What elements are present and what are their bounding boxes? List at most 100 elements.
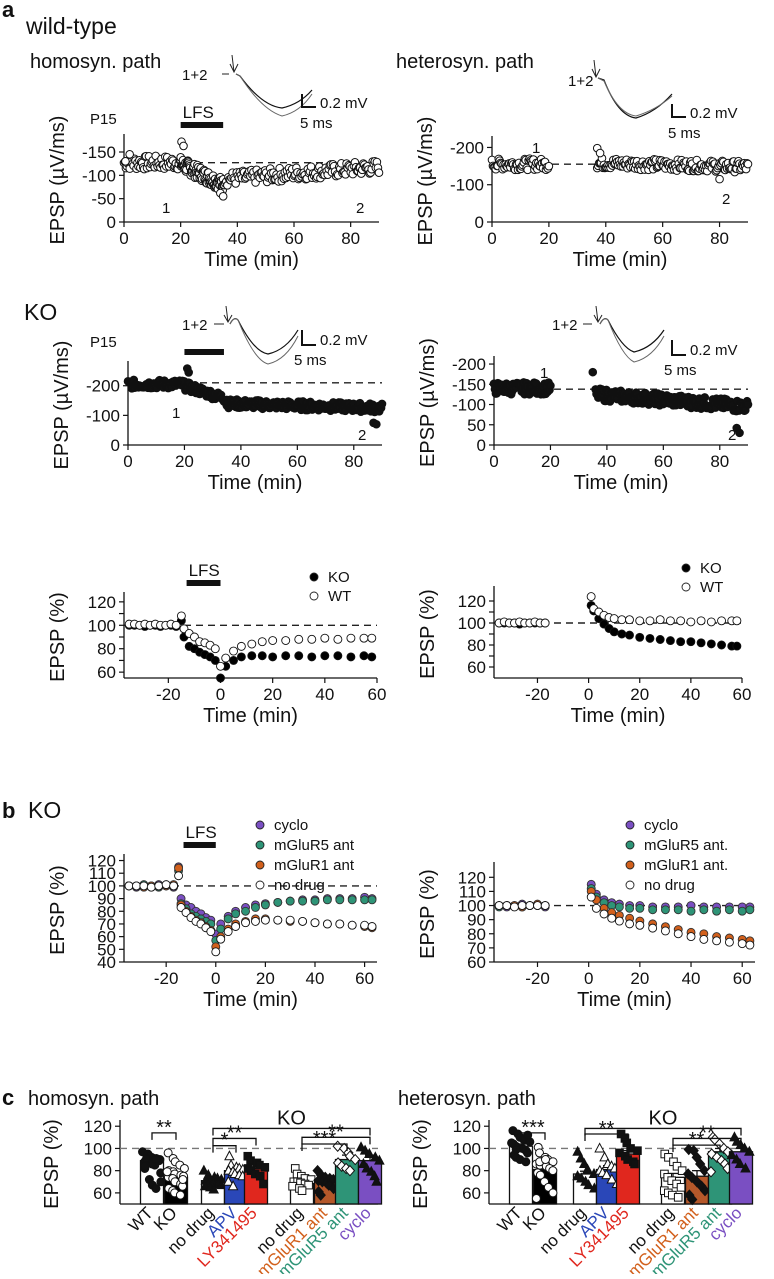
x-tick-label: -20 <box>525 969 550 988</box>
x-tick-label: 40 <box>315 685 334 704</box>
y-tick-label: 120 <box>458 868 486 887</box>
data-point <box>322 895 332 905</box>
y-tick-label: 100 <box>458 897 486 916</box>
data-point <box>687 1193 698 1206</box>
x-tick-label: 40 <box>306 969 325 988</box>
data-point <box>712 936 722 946</box>
data-point <box>673 929 683 939</box>
data-point <box>139 881 149 891</box>
data-point <box>231 922 241 931</box>
x-tick-label: 20 <box>630 969 649 988</box>
data-point <box>599 1151 610 1162</box>
data-point <box>586 592 596 602</box>
data-point <box>211 947 221 957</box>
data-point <box>171 620 181 630</box>
y-tick-label: -100 <box>450 176 484 195</box>
data-point <box>364 1147 375 1158</box>
data-point <box>502 901 512 910</box>
data-point <box>320 651 330 661</box>
age-label-wt: P15 <box>90 111 117 128</box>
y-tick-label: -100 <box>452 396 486 415</box>
significance-label: *** <box>313 1128 337 1150</box>
significance-label: ** <box>699 1122 715 1144</box>
y-axis-label: EPSP (%) <box>47 865 69 955</box>
data-point <box>247 651 257 661</box>
x-tick-label: 40 <box>228 229 247 248</box>
time-marker: 2 <box>358 427 366 444</box>
y-tick-label: -100 <box>82 166 116 185</box>
data-point <box>595 148 605 158</box>
panel-b-heading: KO <box>28 797 61 823</box>
time-marker: 1 <box>162 200 170 217</box>
data-point <box>124 881 134 891</box>
data-point <box>541 1155 551 1165</box>
legend-marker <box>625 880 635 890</box>
data-point <box>178 1175 188 1185</box>
data-point <box>614 916 624 926</box>
data-point <box>724 905 734 915</box>
chart-ko-homo-raw: 0 -100 -200 0 20 40 60 80 Time (min) EPSP (µV/ms)… <box>51 341 387 494</box>
data-point <box>350 1153 361 1166</box>
data-point <box>665 636 675 646</box>
data-point <box>285 915 295 925</box>
data-point <box>606 1173 618 1184</box>
data-point <box>676 637 686 647</box>
data-point <box>578 1157 590 1168</box>
y-tick-label: 60 <box>93 1184 112 1203</box>
y-tick-label: -100 <box>86 406 120 425</box>
significance-bracket <box>212 1127 371 1136</box>
data-point <box>251 903 260 912</box>
data-point <box>700 393 710 402</box>
data-point <box>333 651 343 661</box>
x-tick-label: 60 <box>288 452 307 471</box>
x-tick-label: 40 <box>231 452 250 471</box>
x-tick-label: 80 <box>710 452 729 471</box>
x-axis-label: Time (min) <box>574 472 669 494</box>
legend-label: no drug <box>274 877 325 894</box>
panel-c-label: c <box>2 1085 14 1110</box>
significance-bracket <box>301 1136 371 1145</box>
data-point <box>734 1157 746 1168</box>
x-tick-label: 60 <box>355 969 374 988</box>
legend-label: cyclo <box>644 817 678 834</box>
time-marker: 1 <box>540 365 548 382</box>
scale-bar <box>301 330 316 346</box>
data-point <box>594 1142 605 1153</box>
scale-mv: 0.2 mV <box>690 342 738 359</box>
y-tick-label: 80 <box>467 636 486 655</box>
homosyn-title: homosyn. path <box>30 51 161 73</box>
y-tick-label: -200 <box>86 377 120 396</box>
x-tick-label: 40 <box>596 229 615 248</box>
data-point <box>548 1188 558 1198</box>
data-point <box>699 934 709 944</box>
data-point <box>732 616 742 626</box>
lfs-bar <box>186 580 221 586</box>
legend-marker <box>309 591 319 601</box>
data-point <box>360 920 370 930</box>
data-point <box>724 937 734 947</box>
data-point <box>732 641 742 651</box>
legend-marker <box>309 572 319 582</box>
trace-ko-hetero: 1+2 0.2 mV 5 ms <box>552 305 738 379</box>
heterosyn-title: heterosyn. path <box>396 51 534 73</box>
data-point <box>586 892 596 902</box>
x-tick-label: 20 <box>541 452 560 471</box>
y-axis-label: EPSP (µV/ms) <box>417 338 439 467</box>
data-point <box>224 1150 235 1161</box>
data-point <box>575 1152 587 1163</box>
legend-label: no drug <box>644 877 695 894</box>
data-point <box>540 901 550 910</box>
data-point <box>229 655 238 665</box>
data-point <box>601 1169 612 1180</box>
data-point <box>660 905 670 915</box>
data-point <box>236 641 246 651</box>
data-point <box>169 881 179 891</box>
lfs-label: LFS <box>186 823 217 842</box>
time-marker: 1 <box>532 140 540 157</box>
data-point <box>162 1167 172 1177</box>
x-tick-label: 20 <box>630 685 649 704</box>
y-tick-label: 60 <box>97 928 116 947</box>
significance-label: ** <box>689 1129 705 1151</box>
x-tick-label: 0 <box>487 229 496 248</box>
